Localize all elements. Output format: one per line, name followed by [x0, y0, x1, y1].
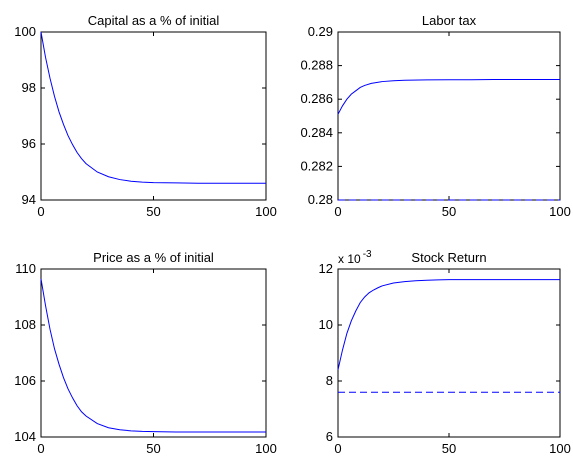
x-tick-label: 50	[146, 204, 160, 219]
y-tick-label: 108	[14, 317, 36, 332]
chart-title: Stock Return	[411, 250, 486, 265]
y-tick-label: 106	[14, 373, 36, 388]
y-tick-label: 0.288	[300, 58, 333, 73]
y-tick-label: 0.284	[300, 125, 333, 140]
y-tick-label: 6	[326, 429, 333, 444]
x-tick-label: 50	[442, 441, 456, 456]
x-tick-label: 50	[442, 204, 456, 219]
y-tick-label: 104	[14, 429, 36, 444]
x-tick-label: 100	[255, 204, 277, 219]
y-tick-label: 110	[15, 261, 36, 276]
series-line	[40, 31, 266, 184]
chart-title: Capital as a % of initial	[88, 13, 220, 28]
y-tick-label: 98	[22, 80, 36, 95]
x-tick-label: 0	[334, 204, 341, 219]
chart-panel-3: Price as a % of initial 0 50 100 104 106 108 11…	[14, 250, 277, 456]
series-line	[337, 279, 560, 370]
y-tick-label: 0.29	[308, 24, 333, 39]
series-line	[337, 79, 560, 115]
y-tick-label: 0.28	[308, 192, 333, 207]
x-tick-label: 0	[37, 441, 44, 456]
y-tick-label: 96	[22, 136, 36, 151]
y-tick-label: 100	[14, 24, 36, 39]
chart-panel-4: Stock Return x 10 -3 0 50 100 6 8 10 12	[319, 249, 571, 456]
y-tick-label: 0.286	[300, 91, 333, 106]
plot-area	[337, 268, 561, 438]
plot-area	[40, 31, 267, 201]
y-tick-label: 94	[22, 192, 36, 207]
chart-panel-1: Capital as a % of initial 0 50 100 94 96 98 100	[14, 13, 277, 219]
plot-area	[337, 31, 561, 201]
y-tick-label: 0.282	[300, 158, 333, 173]
x-tick-label: 0	[334, 441, 341, 456]
chart-panel-2: Labor tax 0 50 100 0.28 0.282 0.284 0.286 0.288 0…	[300, 13, 570, 219]
y-tick-label: 10	[319, 317, 333, 332]
plot-area	[40, 268, 267, 438]
y-tick-label: 12	[319, 261, 333, 276]
x-tick-label: 100	[255, 441, 277, 456]
x-tick-label: 0	[37, 204, 44, 219]
y-tick-label: 8	[326, 373, 333, 388]
chart-title: Labor tax	[422, 13, 477, 28]
chart-title: Price as a % of initial	[93, 250, 214, 265]
x-tick-label: 100	[549, 204, 571, 219]
x-tick-label: 100	[549, 441, 571, 456]
axis-multiplier: x 10 -3	[338, 249, 372, 266]
x-tick-label: 50	[146, 441, 160, 456]
series-line	[40, 278, 266, 433]
